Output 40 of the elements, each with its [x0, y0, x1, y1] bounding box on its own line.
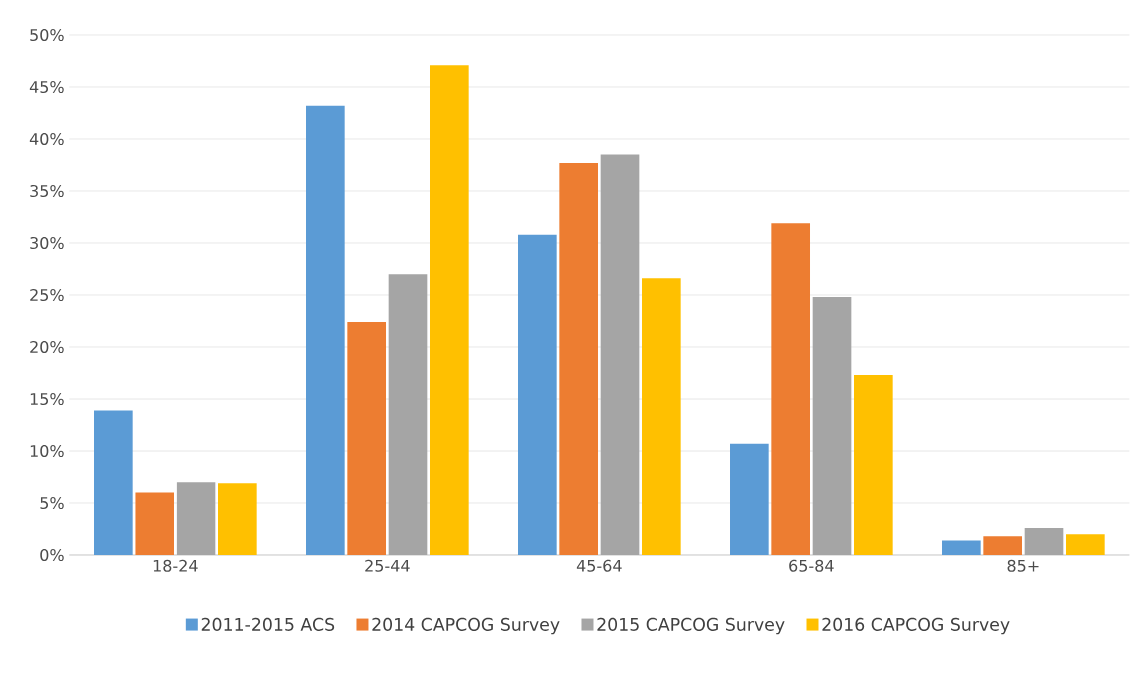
bar: [1024, 527, 1064, 555]
x-tick-label: 18-24: [153, 559, 198, 572]
legend-label: 2015 CAPCOG Survey: [597, 617, 785, 635]
bar: [812, 297, 852, 555]
legend-label: 2014 CAPCOG Survey: [372, 617, 560, 635]
y-tick-label: 25%: [30, 288, 64, 302]
legend-label: 2016 CAPCOG Survey: [822, 617, 1010, 635]
bar: [347, 322, 387, 555]
bar: [430, 65, 469, 555]
bar: [518, 234, 557, 555]
y-tick-label: 15%: [30, 392, 64, 406]
bar: [388, 274, 428, 555]
bar: [218, 483, 257, 555]
bar: [135, 492, 174, 555]
bar: [559, 162, 599, 555]
bar: [942, 540, 981, 555]
bar: [854, 375, 893, 555]
bar: [94, 410, 133, 555]
bar: [600, 154, 640, 555]
y-tick-label: 20%: [30, 340, 64, 354]
bar: [771, 223, 811, 555]
bar: [983, 536, 1023, 555]
y-tick-label: 30%: [30, 236, 64, 250]
y-tick-label: 45%: [29, 80, 64, 94]
x-tick-label: 45-64: [576, 559, 622, 572]
bar: [306, 105, 345, 555]
y-tick-label: 10%: [30, 444, 64, 458]
bar: [730, 443, 769, 555]
x-tick-label: 85+: [1007, 559, 1039, 572]
x-tick-label: 25-44: [365, 559, 410, 572]
y-tick-label: 35%: [30, 184, 64, 198]
y-tick-label: 0%: [40, 548, 64, 562]
legend-label: 2011-2015 ACS: [201, 617, 335, 631]
bar: [176, 482, 216, 555]
y-tick-label: 40%: [29, 132, 64, 146]
x-tick-label: 65-84: [789, 559, 834, 572]
bar: [642, 278, 681, 555]
y-tick-label: 5%: [40, 496, 64, 510]
bar: [1066, 534, 1105, 555]
y-tick-label: 50%: [30, 28, 64, 42]
